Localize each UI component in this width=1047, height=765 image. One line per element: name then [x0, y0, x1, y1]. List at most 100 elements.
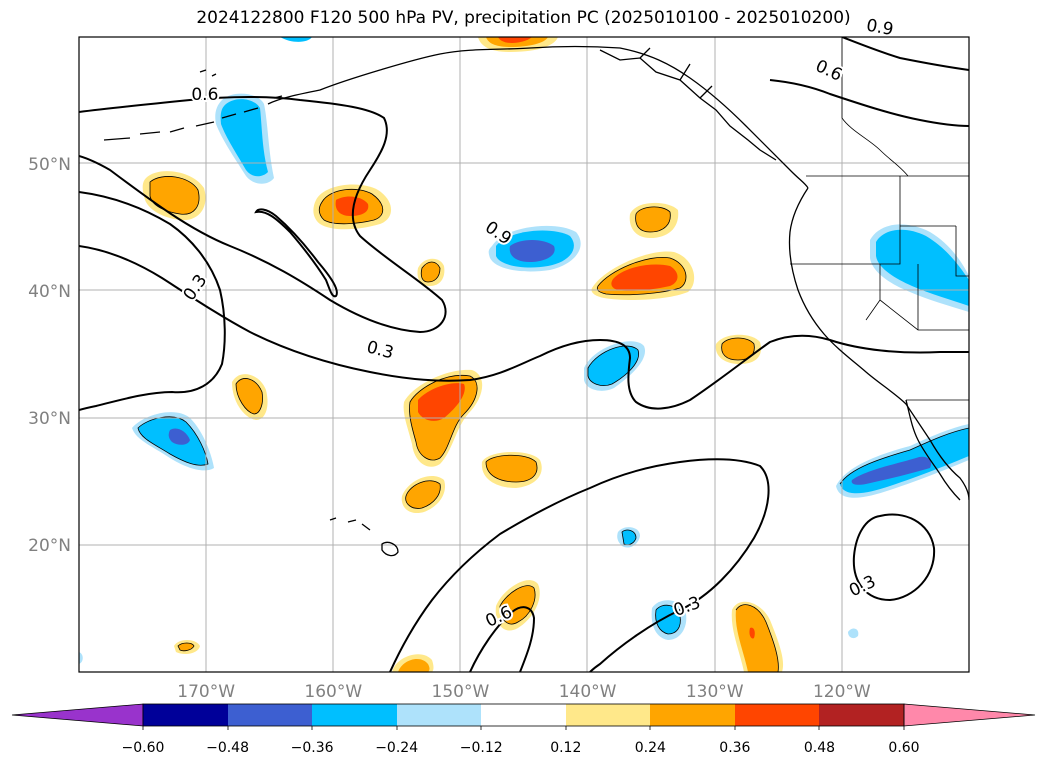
precip-positive-patch	[421, 262, 440, 282]
precip-outline	[596, 256, 687, 296]
latitude-label: 30°N	[28, 409, 71, 429]
pv-contour-0.3-ellipse	[852, 513, 936, 602]
colorbar-segment	[397, 704, 481, 726]
colorbar-tick-label: 0.48	[804, 740, 835, 756]
precip-positive-patch	[611, 264, 678, 291]
precip-outline	[409, 374, 478, 461]
precip-outline	[235, 378, 263, 415]
colorbar-frame	[142, 703, 905, 727]
contour-label: 0.3	[180, 271, 212, 305]
precip-positive-patch	[236, 378, 263, 414]
precip-positive-patch	[418, 383, 465, 421]
precip-outline	[839, 427, 969, 485]
contour-label: 0.3	[671, 593, 703, 621]
precip-positive-patch	[398, 658, 430, 672]
pv-contour-0.9-ne	[841, 37, 969, 71]
precip-outline	[137, 416, 209, 466]
longitude-labels: 170°W 160°W 150°W 140°W 130°W 120°W	[177, 682, 871, 702]
colorbar-tick-label: −0.24	[375, 740, 418, 756]
state-borders	[790, 176, 969, 331]
colorbar: −0.60 −0.48 −0.36 −0.24 −0.12 0.12 0.24 0.36 0.4…	[11, 703, 1036, 756]
colorbar-tick-label: 0.60	[888, 740, 919, 756]
pv-contours	[79, 37, 969, 672]
pv-contour-0.6-ne	[769, 79, 969, 127]
colorbar-tick-label: 0.36	[719, 740, 750, 756]
precip-negative-patch	[280, 37, 312, 42]
map-frame	[78, 36, 970, 673]
longitude-label: 150°W	[432, 682, 490, 702]
latitude-label: 50°N	[28, 155, 71, 175]
precip-outline	[405, 480, 441, 509]
colorbar-tick-label: −0.36	[291, 740, 334, 756]
baja-coast	[905, 399, 961, 501]
longitude-label: 170°W	[177, 682, 235, 702]
graticule	[79, 37, 969, 672]
colorbar-segment	[143, 704, 228, 726]
precip-outline	[177, 642, 195, 652]
alaska-islands	[103, 107, 259, 141]
contour-label: 0.9	[865, 16, 895, 40]
precip-positive-patch	[735, 604, 779, 672]
colorbar-ticks	[142, 726, 905, 730]
precip-positive-patch	[178, 643, 194, 651]
precip-outlines	[137, 176, 969, 672]
colorbar-segment	[819, 704, 904, 726]
map-title: 2024122800 F120 500 hPa PV, precipitatio…	[196, 8, 851, 28]
colorbar-labels: −0.60 −0.48 −0.36 −0.24 −0.12 0.12 0.24 0.36 0.4…	[122, 740, 920, 756]
precip-positive-patch	[150, 176, 200, 215]
contour-label: 0.3	[364, 337, 395, 363]
precip-outline	[485, 454, 538, 483]
precip-outline	[655, 604, 681, 635]
colorbar-extend-high	[903, 703, 1036, 727]
colorbar-tick-label: −0.12	[460, 740, 503, 756]
precip-negative-patch	[588, 346, 639, 386]
bc-coast	[788, 187, 969, 501]
alaska-fjords	[599, 47, 777, 161]
precip-negative-patch	[509, 240, 555, 262]
longitude-label: 130°W	[686, 682, 744, 702]
alaska-coast	[267, 45, 809, 189]
precip-negative-patch	[851, 456, 932, 485]
longitude-label: 140°W	[559, 682, 617, 702]
precip-negative-patch	[168, 428, 190, 445]
latitude-label: 20°N	[28, 536, 71, 556]
precip-positive-patch	[749, 627, 755, 639]
precip-outline	[149, 176, 200, 215]
pv-contour-0.3-main	[79, 245, 969, 410]
precip-positive-patch	[721, 338, 755, 360]
colorbar-segment	[312, 704, 397, 726]
colorbar-extend-low	[11, 703, 144, 727]
contour-labels: 0.60.90.30.30.6 0.30.30.90.6	[178, 14, 897, 634]
pv-contour-0.6-inner	[469, 606, 536, 672]
coastlines	[103, 45, 969, 557]
precip-outline	[499, 585, 536, 625]
precip-outline	[587, 345, 640, 386]
political-borders	[790, 37, 969, 401]
alaska-canada-border	[841, 37, 909, 177]
precip-outline	[735, 604, 779, 672]
colorbar-segment	[566, 704, 650, 726]
colorbar-tick-label: 0.12	[550, 740, 581, 756]
precip-positive-patch	[635, 206, 671, 232]
precip-positive-patch	[486, 455, 538, 482]
longitude-label: 160°W	[304, 682, 362, 702]
precip-outline	[420, 261, 441, 283]
precip-positive-patch	[405, 480, 441, 509]
precip-outline	[318, 188, 384, 225]
precip-outline	[635, 206, 671, 233]
colorbar-segment	[228, 704, 312, 726]
colorbar-segment	[481, 704, 566, 726]
contour-label: 0.6	[812, 56, 845, 86]
precip-positive-patch	[498, 37, 532, 43]
colorbar-segment	[650, 704, 735, 726]
pv-contour-0.6-south	[389, 458, 770, 672]
precip-negative-patch	[848, 628, 859, 639]
latitude-labels: 50°N 40°N 30°N 20°N	[28, 155, 71, 556]
colorbar-segment	[735, 704, 819, 726]
colorbar-tick-label: −0.48	[206, 740, 249, 756]
longitude-label: 120°W	[813, 682, 871, 702]
colorbar-tick-label: −0.60	[122, 740, 165, 756]
colorbar-tick-label: 0.24	[635, 740, 666, 756]
precip-negative-patch	[220, 99, 268, 177]
